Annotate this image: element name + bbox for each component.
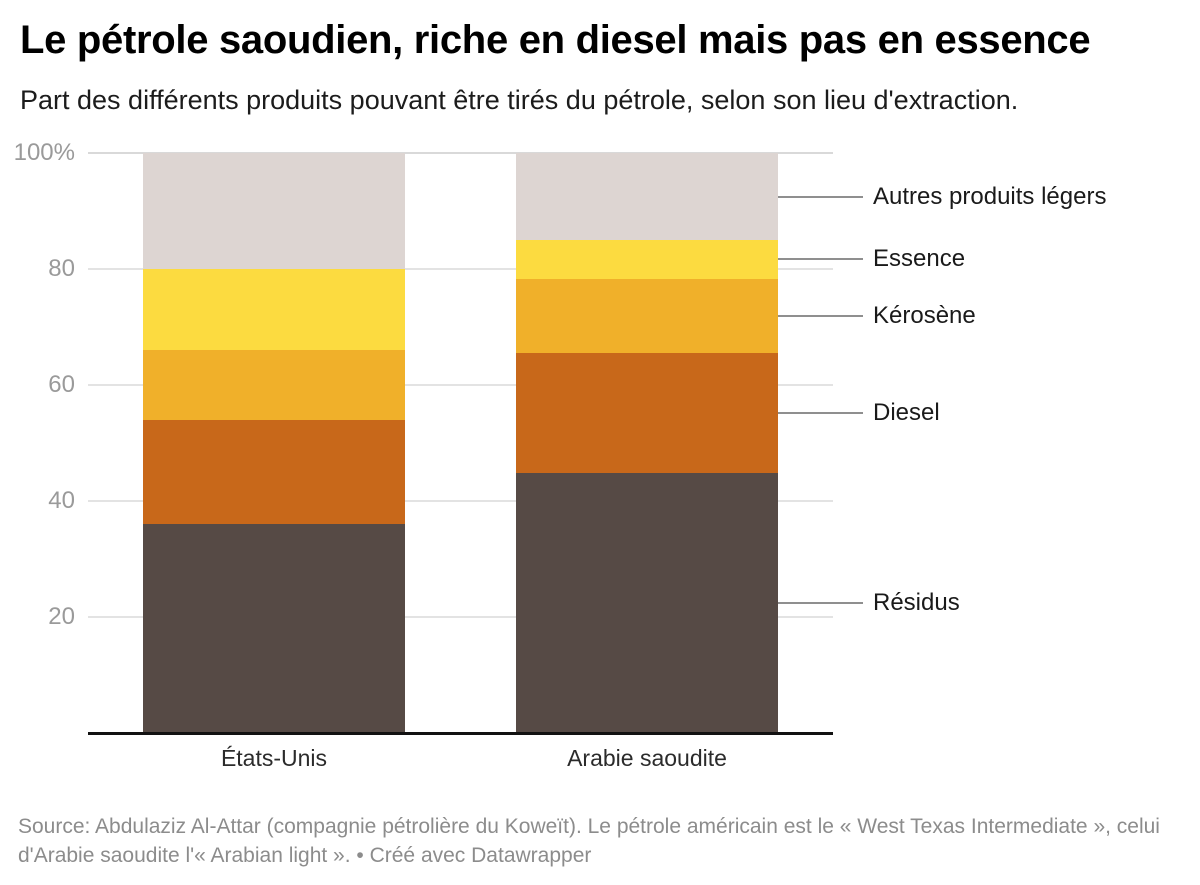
gridline [88, 268, 833, 270]
x-axis-label: États-Unis [220, 745, 328, 771]
series-label: Autres produits légers [873, 182, 1107, 210]
series-connector-line [778, 258, 863, 261]
y-tick-label: 60 [48, 371, 75, 398]
x-axis-label: Arabie saoudite [567, 745, 727, 771]
y-tick-label: 80 [48, 255, 75, 282]
series-connector-line [778, 314, 863, 317]
y-tick-label: 40 [48, 487, 75, 514]
series-label: Essence [873, 245, 966, 273]
bar-segment [516, 278, 778, 354]
gridline [88, 616, 833, 618]
bar-segment [516, 153, 778, 240]
source-footer: Source: Abdulaziz Al-Attar (compagnie pé… [18, 815, 1160, 867]
series-connector-line [778, 412, 863, 415]
bar-segment [143, 153, 405, 269]
gridline [88, 384, 833, 386]
y-tick-label: 100% [13, 139, 75, 166]
bar-segment [143, 419, 405, 525]
x-axis-line [88, 732, 833, 735]
y-tick-label: 20 [48, 603, 75, 630]
chart-area: 100% 80 60 40 20 États-Unis Arabie saoudite Rés… [14, 139, 1107, 771]
gridline [88, 500, 833, 502]
bar-segment [143, 269, 405, 351]
bar-segment [516, 353, 778, 474]
chart-subtitle: Part des différents produits pouvant êtr… [20, 85, 1019, 115]
bar-segment [143, 350, 405, 420]
chart-title: Le pétrole saoudien, riche en diesel mai… [20, 18, 1091, 62]
series-connector-line [778, 602, 863, 605]
bar-segment [516, 473, 778, 733]
bar-segment [143, 524, 405, 733]
series-label: Kérosène [873, 301, 976, 329]
series-connector-line [778, 195, 863, 198]
bar-segment [516, 240, 778, 279]
gridline [88, 152, 833, 154]
series-label: Résidus [873, 589, 960, 617]
series-label: Diesel [873, 399, 940, 427]
